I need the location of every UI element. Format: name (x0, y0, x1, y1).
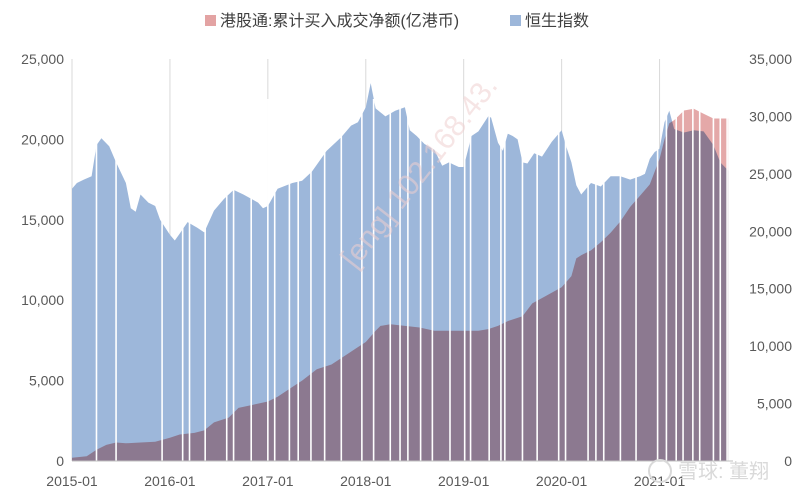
y-left-tick-label: 0 (56, 453, 64, 469)
y-right-tick-label: 25,000 (749, 166, 792, 182)
x-tick-label: 2020-01 (536, 473, 588, 489)
y-right-tick-label: 10,000 (749, 338, 792, 354)
y-right-tick-label: 35,000 (749, 51, 792, 67)
y-left-tick-label: 10,000 (21, 292, 64, 308)
x-ticks: 2015-01 2016-01 2017-01 2018-01 2019-01 2020-… (46, 473, 685, 489)
data-gaps (95, 99, 728, 461)
brand-watermark: 雪球: 董翔 (648, 459, 769, 483)
x-tick-label: 2017-01 (242, 473, 294, 489)
y-right-ticks: 0 5,000 10,000 15,000 20,000 25,000 30,000 35,0… (749, 51, 792, 469)
legend-swatch-netbuy (205, 15, 216, 26)
y-left-tick-label: 25,000 (21, 51, 64, 67)
x-tick-label: 2015-01 (46, 473, 98, 489)
y-right-tick-label: 0 (784, 453, 792, 469)
legend-label-hsi: 恒生指数 (525, 12, 589, 30)
area-netbuy-series (72, 108, 729, 462)
y-right-tick-label: 5,000 (757, 396, 792, 412)
y-right-tick-label: 15,000 (749, 281, 792, 297)
legend: 港股通:累计买入成交净额(亿港币) 恒生指数 (205, 12, 589, 30)
y-left-tick-label: 20,000 (21, 131, 64, 147)
y-left-tick-label: 15,000 (21, 212, 64, 228)
x-tick-label: 2016-01 (144, 473, 196, 489)
legend-label-netbuy: 港股通:累计买入成交净额(亿港币) (220, 12, 459, 30)
y-right-tick-label: 30,000 (749, 108, 792, 124)
brand-watermark-text: 雪球: 董翔 (678, 460, 769, 483)
y-right-tick-label: 20,000 (749, 223, 792, 239)
y-left-ticks: 0 5,000 10,000 15,000 20,000 25,000 (21, 51, 64, 469)
x-tick-label: 2019-01 (438, 473, 490, 489)
legend-swatch-hsi (510, 15, 521, 26)
y-left-tick-label: 5,000 (29, 373, 64, 389)
x-tick-label: 2018-01 (340, 473, 392, 489)
brand-logo-icon (648, 459, 672, 483)
